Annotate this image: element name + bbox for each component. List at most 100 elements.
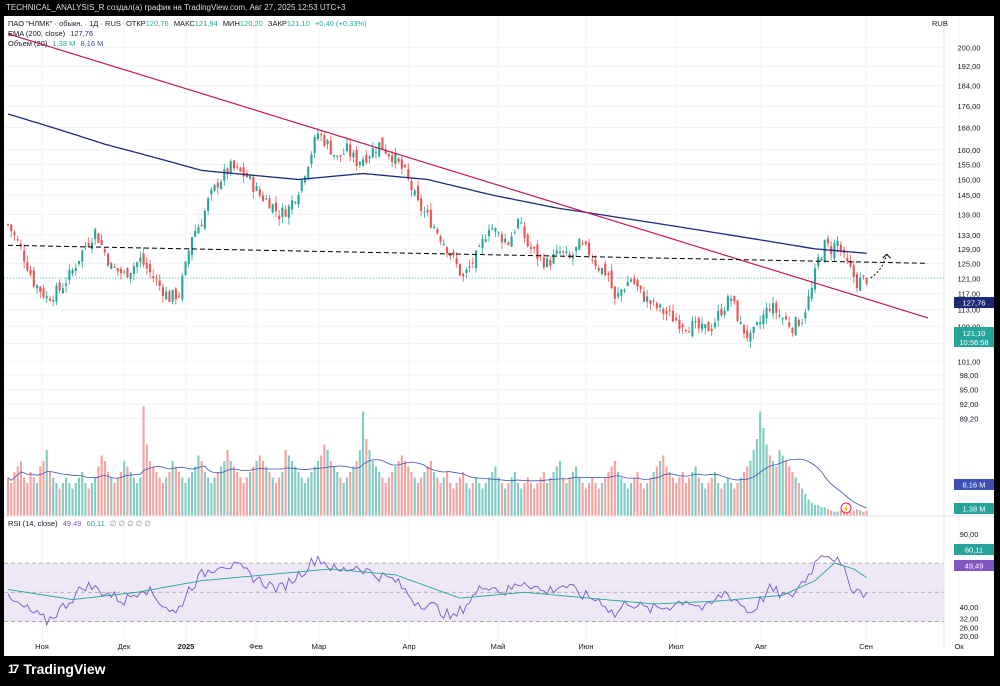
price-tick-label: 117,00	[958, 290, 980, 299]
candle-body	[220, 181, 223, 190]
candle-body	[226, 168, 229, 175]
volume-bar	[281, 472, 284, 516]
candle-body	[665, 310, 668, 315]
currency-label: RUB	[932, 19, 948, 28]
volume-bar	[229, 461, 232, 516]
candle-body	[6, 224, 10, 226]
volume-bar	[42, 461, 45, 516]
candle-body	[462, 274, 465, 277]
volume-bar	[733, 488, 736, 516]
volume-bar	[316, 461, 319, 516]
volume-bar	[652, 472, 655, 516]
candle-body	[332, 155, 336, 157]
candle-body	[507, 242, 510, 245]
volume-bar	[855, 509, 859, 516]
grid	[4, 16, 960, 641]
volume-bar	[445, 472, 449, 516]
time-tick-label: 2025	[178, 642, 195, 651]
volume-bar	[436, 477, 439, 516]
candle-body	[552, 254, 555, 264]
candle-body	[387, 153, 390, 157]
volume-bar	[29, 472, 32, 516]
volume-bar	[442, 477, 445, 516]
candle-body	[846, 257, 849, 262]
volume-bar	[404, 461, 407, 516]
candle-body	[210, 189, 213, 195]
volume-bar	[546, 483, 549, 516]
candle-body	[313, 136, 316, 153]
candle-body	[265, 198, 268, 200]
candle-body	[520, 222, 523, 224]
candle-body	[358, 161, 361, 165]
candle-body	[345, 143, 348, 152]
volume-bar	[839, 510, 842, 516]
price-tick-label: 98,00	[960, 371, 979, 380]
price-axis[interactable]: 200,00 192,00 184,00 176,00 168,00 160,00 155,…	[4, 16, 994, 646]
volume-bar	[533, 488, 536, 516]
vol-ma-badge: 8,16 M	[954, 479, 994, 490]
candle-body	[391, 155, 394, 163]
candle-body	[100, 239, 103, 245]
volume-bar	[655, 466, 658, 516]
volume-bar	[323, 444, 326, 516]
candle-body	[342, 153, 345, 155]
candle-body	[436, 228, 439, 234]
candle-body	[420, 198, 423, 211]
candle-body	[362, 159, 365, 166]
price-tick-label: 168,00	[958, 123, 981, 132]
candle-body	[119, 268, 123, 274]
candle-body	[90, 242, 93, 250]
price-chart[interactable]: 200,00 192,00 184,00 176,00 168,00 160,00 155,…	[4, 16, 994, 656]
price-tick-label: 192,00	[958, 62, 981, 71]
volume-bar	[475, 477, 478, 516]
volume-bar	[662, 455, 665, 516]
volume-bar	[252, 466, 255, 516]
candle-body	[555, 250, 558, 255]
volume-bar	[452, 488, 455, 516]
alert-icon[interactable]: ⚡	[840, 502, 852, 514]
candle-body	[804, 312, 807, 319]
candle-body	[29, 269, 32, 275]
volume-bar	[207, 477, 210, 516]
candle-body	[794, 317, 797, 335]
chart-area[interactable]: 200,00 192,00 184,00 176,00 168,00 160,00 155,…	[4, 16, 994, 656]
volume-bar	[220, 466, 223, 516]
tradingview-logo[interactable]: 17 TradingView	[8, 661, 106, 677]
price-tick-label: 160,00	[958, 146, 981, 155]
candle-body	[797, 319, 800, 326]
candle-body	[849, 260, 852, 267]
volume-bar	[100, 455, 103, 516]
candle-body	[284, 209, 287, 217]
volume-bar	[639, 483, 642, 516]
volume-bar	[65, 477, 68, 516]
candle-body	[433, 226, 436, 229]
candle-body	[475, 250, 478, 269]
candle-body	[84, 245, 87, 247]
volume-bar	[646, 483, 649, 516]
volume-bar	[739, 477, 742, 516]
time-axis[interactable]: Ноя Дек 2025 Фев Мар Апр Май Июн Июл Авг Сен Ок	[35, 642, 964, 651]
candle-body	[726, 296, 729, 311]
volume-bar	[239, 477, 242, 516]
candle-body	[755, 322, 758, 325]
volume-bar	[187, 477, 190, 516]
candle-body	[700, 323, 704, 330]
candle-body	[752, 326, 755, 334]
volume-bar	[588, 483, 591, 516]
candle-body	[742, 324, 746, 334]
candle-body	[103, 248, 106, 253]
volume-bar	[468, 488, 471, 516]
volume-bar	[726, 477, 729, 516]
svg-text:8,16 M: 8,16 M	[963, 481, 986, 490]
volume-bar	[665, 466, 668, 516]
candle-body	[678, 319, 681, 329]
candle-body	[374, 152, 378, 154]
volume-bar	[307, 477, 310, 516]
time-tick-label: Ноя	[35, 642, 49, 651]
price-tick-label: 95,00	[960, 385, 979, 394]
price-tick-label: 129,00	[958, 245, 981, 254]
time-tick-label: Сен	[859, 642, 873, 651]
candle-body	[407, 168, 410, 179]
volume-bar	[610, 466, 613, 516]
volume-bar	[423, 472, 426, 516]
